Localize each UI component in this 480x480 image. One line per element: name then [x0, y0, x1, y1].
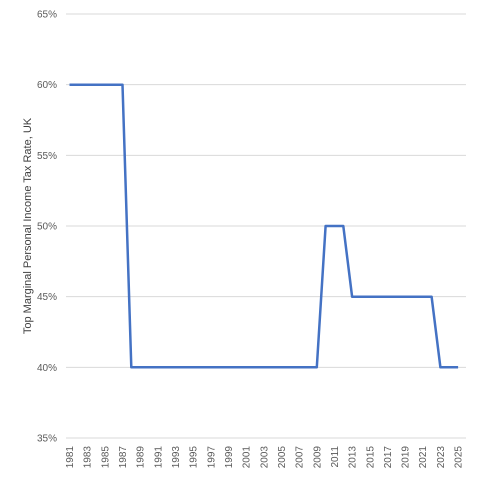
x-tick-label: 2021: [418, 446, 429, 469]
x-tick-label: 1989: [136, 446, 147, 469]
x-tick-label: 1991: [153, 446, 164, 469]
x-tick-label: 2015: [365, 446, 376, 469]
y-tick-label: 45%: [37, 292, 57, 303]
x-tick-label: 2005: [277, 446, 288, 469]
y-tick-label: 60%: [37, 80, 57, 91]
x-tick-label: 1997: [206, 446, 217, 469]
x-tick-label: 1995: [189, 446, 200, 469]
x-tick-label: 2003: [259, 446, 270, 469]
x-tick-label: 1981: [65, 446, 76, 469]
x-tick-label: 2023: [436, 446, 447, 469]
x-tick-label: 1999: [224, 446, 235, 469]
series-layer: [69, 83, 459, 369]
x-tick-label: 2001: [242, 446, 253, 469]
x-tick-label: 1985: [100, 446, 111, 469]
y-tick-label: 35%: [37, 434, 57, 445]
y-tick-label: 55%: [37, 151, 57, 162]
x-axis-ticks: 1981 1983 1985 1987 1989 1991 1993 1995 1997 1999…: [65, 446, 465, 469]
y-axis-ticks: 35% 40% 45% 50% 55% 60% 65%: [37, 10, 57, 445]
y-tick-label: 65%: [37, 10, 57, 21]
x-tick-label: 2025: [454, 446, 465, 469]
y-tick-label: 50%: [37, 222, 57, 233]
y-tick-label: 40%: [37, 363, 57, 374]
x-tick-label: 2017: [383, 446, 394, 469]
x-tick-label: 1987: [118, 446, 129, 469]
x-tick-label: 2009: [312, 446, 323, 469]
series-line: [69, 83, 459, 369]
x-tick-label: 2013: [348, 446, 359, 469]
x-tick-label: 1993: [171, 446, 182, 469]
x-tick-label: 2011: [330, 446, 341, 468]
x-tick-label: 2019: [401, 446, 412, 469]
x-tick-label: 1983: [83, 446, 94, 469]
x-tick-label: 2007: [295, 446, 306, 469]
y-axis-title: Top Marginal Personal Income Tax Rate, U…: [22, 117, 34, 334]
